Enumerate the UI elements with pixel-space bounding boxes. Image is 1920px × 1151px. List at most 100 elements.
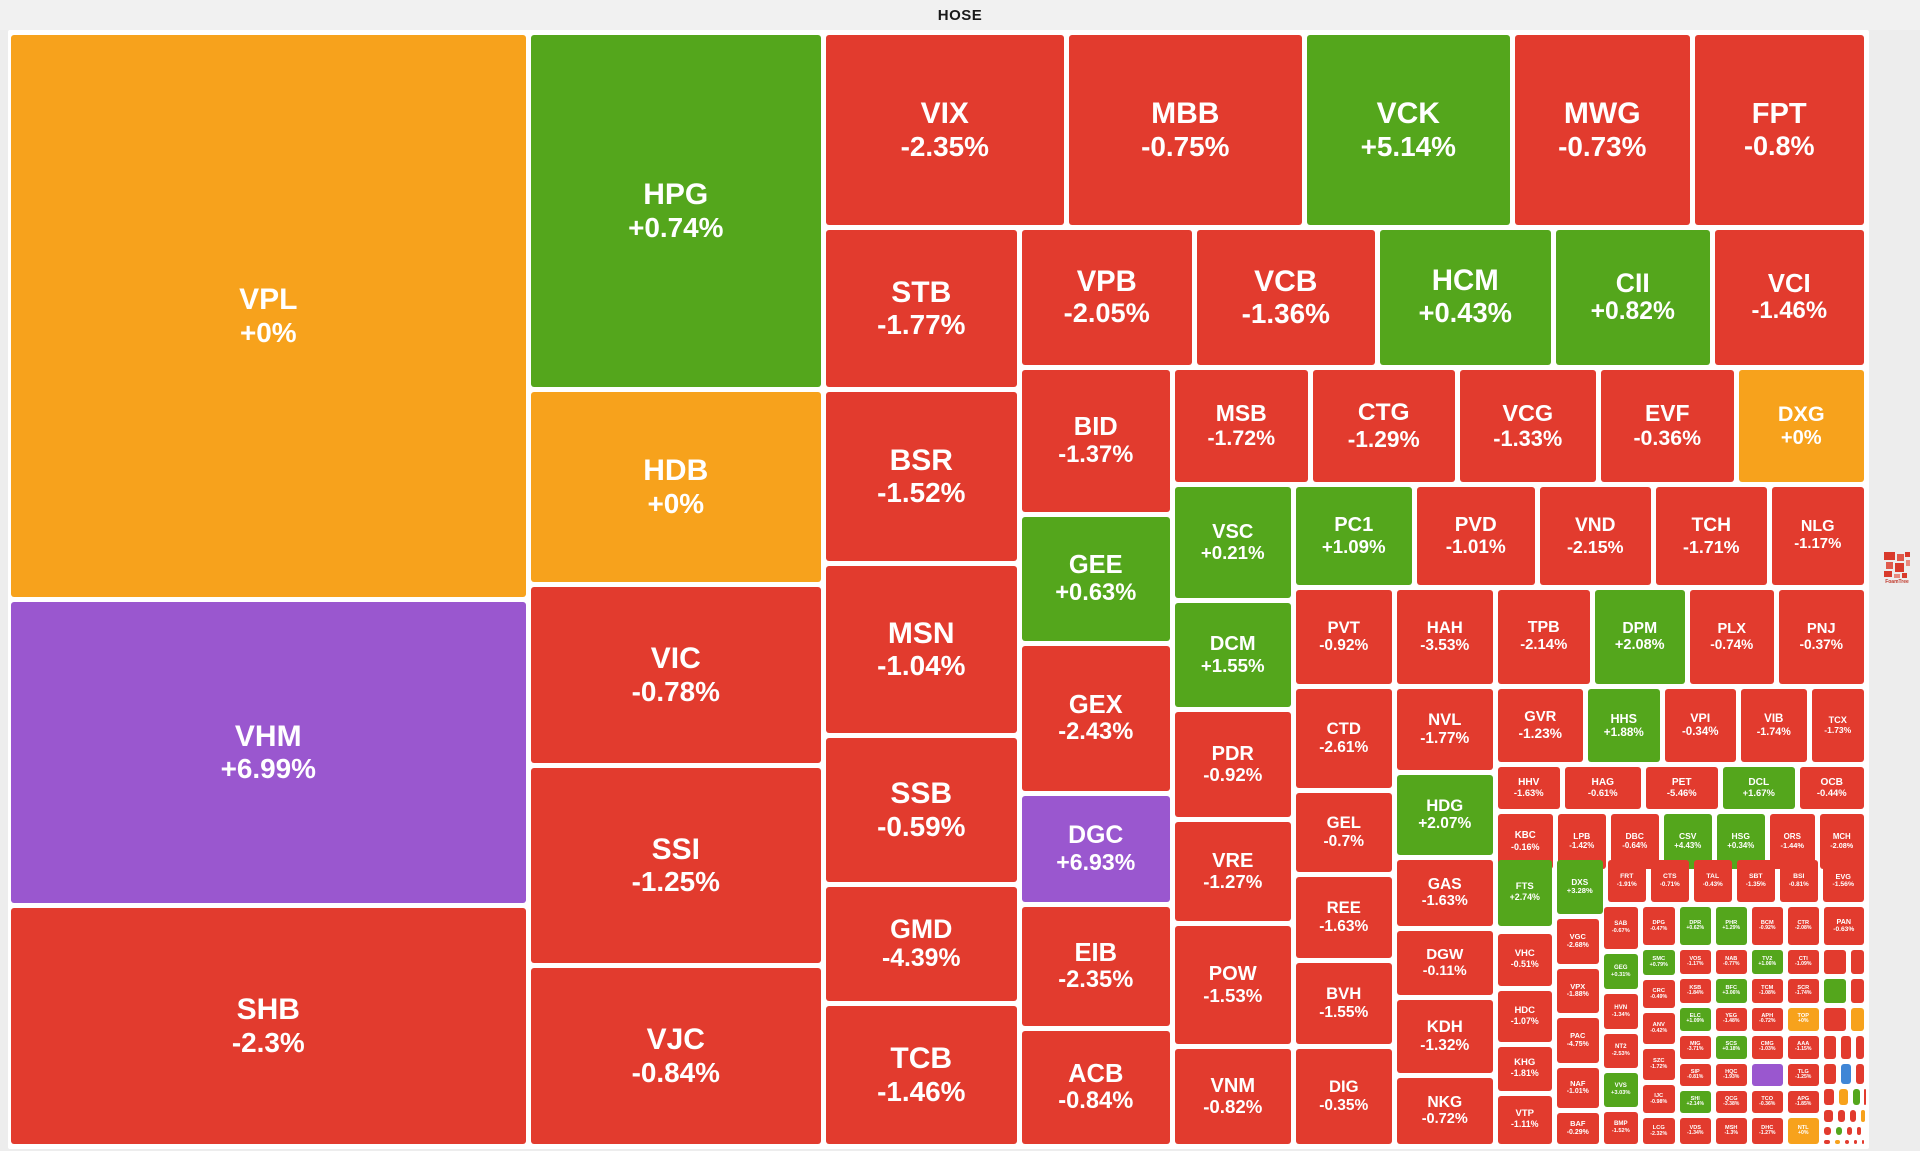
tile-HHS[interactable]: HHS +1.88% [1588, 689, 1660, 762]
tile-PPC[interactable] [1856, 1036, 1864, 1059]
tile-PET[interactable]: PET -5.46% [1646, 767, 1718, 809]
tile-NAB[interactable]: NAB -0.77% [1716, 950, 1747, 974]
tile-PVD[interactable]: PVD -1.01% [1417, 487, 1535, 585]
tile-SAB[interactable]: SAB -0.67% [1604, 907, 1638, 949]
tile-GEX[interactable]: GEX -2.43% [1022, 646, 1170, 791]
tile-VOS[interactable]: VOS -1.17% [1680, 950, 1711, 974]
tile-TOP[interactable]: TOP +0% [1788, 1008, 1819, 1031]
tile-VPB[interactable]: VPB -2.05% [1022, 230, 1192, 365]
tile-KDH[interactable]: KDH -1.32% [1397, 1000, 1493, 1073]
micro-tile[interactable] [1856, 1064, 1864, 1084]
tile-FTS[interactable]: FTS +2.74% [1498, 860, 1552, 926]
tile-DCM[interactable]: DCM +1.55% [1175, 603, 1291, 707]
tile-KOS[interactable] [1824, 950, 1846, 974]
tile-NKG[interactable]: NKG -0.72% [1397, 1078, 1493, 1144]
tile-NT2[interactable]: NT2 -2.53% [1604, 1034, 1638, 1068]
tile-HSG[interactable]: HSG +0.34% [1717, 814, 1765, 869]
tile-QCG[interactable]: QCG -3.38% [1716, 1091, 1747, 1113]
tile-TCB[interactable]: TCB -1.46% [826, 1006, 1017, 1144]
tile-BMI[interactable] [1824, 979, 1846, 1003]
foamtree-logo[interactable]: FoamTree [1878, 552, 1916, 598]
tile-EVF[interactable]: EVF -0.36% [1601, 370, 1734, 482]
tile-BMP[interactable]: BMP -1.52% [1604, 1112, 1638, 1144]
tile-TCH[interactable]: TCH -1.71% [1656, 487, 1767, 585]
tile-KBC[interactable]: KBC -0.16% [1498, 814, 1553, 869]
tile-SZC[interactable]: SZC -1.72% [1643, 1049, 1675, 1080]
micro-tile[interactable] [1824, 1089, 1834, 1105]
tile-BAF[interactable]: BAF -0.29% [1557, 1113, 1599, 1144]
tile-TV2[interactable]: TV2 +1.06% [1752, 950, 1783, 974]
tile-VCK[interactable]: VCK +5.14% [1307, 35, 1510, 225]
tile-ACB[interactable]: ACB -0.84% [1022, 1031, 1170, 1144]
micro-tile[interactable] [1836, 1127, 1842, 1135]
micro-tile[interactable] [1853, 1089, 1860, 1105]
tile-PNJ[interactable]: PNJ -0.37% [1779, 590, 1864, 684]
tile-APH[interactable]: APH -0.72% [1752, 1008, 1783, 1031]
tile-MBB[interactable]: MBB -0.75% [1069, 35, 1302, 225]
tile-TLG[interactable]: TLG -1.25% [1788, 1064, 1819, 1086]
micro-tile[interactable] [1839, 1089, 1848, 1105]
micro-tile[interactable] [1850, 1110, 1856, 1122]
tile-PHR[interactable]: PHR +1.29% [1716, 907, 1747, 945]
tile-MSN[interactable]: MSN -1.04% [826, 566, 1017, 733]
micro-tile[interactable] [1845, 1140, 1849, 1144]
tile-DXS[interactable]: DXS +3.28% [1557, 860, 1603, 914]
tile-PLX[interactable]: PLX -0.74% [1690, 590, 1774, 684]
tile-CTG[interactable]: CTG -1.29% [1313, 370, 1455, 482]
tile-GMD[interactable]: GMD -4.39% [826, 887, 1017, 1001]
tile-SSB[interactable]: SSB -0.59% [826, 738, 1017, 882]
tile-HVN[interactable]: HVN -1.34% [1604, 994, 1638, 1029]
tile-VTP[interactable]: VTP -1.11% [1498, 1096, 1552, 1144]
tile-VIX[interactable]: VIX -2.35% [826, 35, 1064, 225]
micro-tile[interactable] [1854, 1140, 1857, 1144]
tile-TCO[interactable]: TCO -0.36% [1752, 1091, 1783, 1113]
tile-KSB[interactable]: KSB -1.84% [1680, 979, 1711, 1003]
tile-VRE[interactable]: VRE -1.27% [1175, 822, 1291, 921]
tile-ORS[interactable]: ORS -1.44% [1770, 814, 1815, 869]
tile-DIG[interactable]: DIG -0.35% [1296, 1049, 1392, 1144]
tile-HPG[interactable]: HPG +0.74% [531, 35, 821, 387]
tile-CSV[interactable]: CSV +4.43% [1664, 814, 1712, 869]
tile-SIP[interactable]: SIP -0.81% [1680, 1064, 1711, 1086]
tile-VCB[interactable]: VCB -1.36% [1197, 230, 1375, 365]
tile-MCH[interactable]: MCH -2.08% [1820, 814, 1864, 869]
tile-BVH[interactable]: BVH -1.55% [1296, 963, 1392, 1044]
tile-VHC[interactable]: VHC -0.51% [1498, 934, 1552, 986]
tile-CMG[interactable]: CMG -1.03% [1752, 1036, 1783, 1059]
tile-HAH[interactable]: HAH -3.53% [1397, 590, 1493, 684]
tile-ELC[interactable]: ELC +1.09% [1680, 1008, 1711, 1031]
tile-TAL[interactable]: TAL -0.43% [1694, 860, 1732, 902]
tile-SMC[interactable]: SMC +0.79% [1643, 950, 1675, 975]
tile-VPI[interactable]: VPI -0.34% [1665, 689, 1736, 762]
tile-AAA[interactable]: AAA -1.15% [1788, 1036, 1819, 1059]
tile-KDC[interactable] [1824, 1036, 1836, 1059]
tile-FPT[interactable]: FPT -0.8% [1695, 35, 1864, 225]
tile-GEG[interactable]: GEG +0.31% [1604, 954, 1638, 989]
tile-SCS[interactable]: SCS +0.18% [1716, 1036, 1747, 1059]
tile-SHI[interactable]: SHI +2.14% [1680, 1091, 1711, 1113]
tile-NAF[interactable]: NAF -1.01% [1557, 1068, 1599, 1108]
tile-DPR[interactable]: DPR +0.62% [1680, 907, 1711, 945]
micro-tile[interactable] [1847, 1127, 1852, 1135]
tile-VND[interactable]: VND -2.15% [1540, 487, 1651, 585]
tile-STB[interactable]: STB -1.77% [826, 230, 1017, 387]
micro-tile[interactable] [1824, 1127, 1831, 1135]
tile-SBT[interactable]: SBT -1.35% [1737, 860, 1775, 902]
tile-LCG[interactable]: LCG -2.32% [1643, 1118, 1675, 1144]
tile-CII[interactable]: CII +0.82% [1556, 230, 1710, 365]
tile-BSI[interactable]: BSI -0.81% [1780, 860, 1818, 902]
tile-SCR[interactable]: SCR -1.74% [1788, 979, 1819, 1003]
tile-POW[interactable]: POW -1.53% [1175, 926, 1291, 1044]
tile-NLG[interactable]: NLG -1.17% [1772, 487, 1864, 585]
tile-TTA[interactable] [1851, 979, 1864, 1003]
tile-BSR[interactable]: BSR -1.52% [826, 392, 1017, 561]
tile-YEG[interactable]: YEG -1.48% [1716, 1008, 1747, 1031]
tile-TPB[interactable]: TPB -2.14% [1498, 590, 1590, 684]
tile-DPM[interactable]: DPM +2.08% [1595, 590, 1685, 684]
tile-VHM[interactable]: VHM +6.99% [11, 602, 526, 903]
tile-MSH[interactable]: MSH -1.3% [1716, 1118, 1747, 1144]
tile-VVS[interactable]: VVS +3.03% [1604, 1073, 1638, 1107]
tile-PAN[interactable]: PAN -0.63% [1824, 907, 1864, 945]
tile-IMP[interactable] [1841, 1036, 1851, 1059]
tile-ANV[interactable]: ANV -0.42% [1643, 1013, 1675, 1044]
